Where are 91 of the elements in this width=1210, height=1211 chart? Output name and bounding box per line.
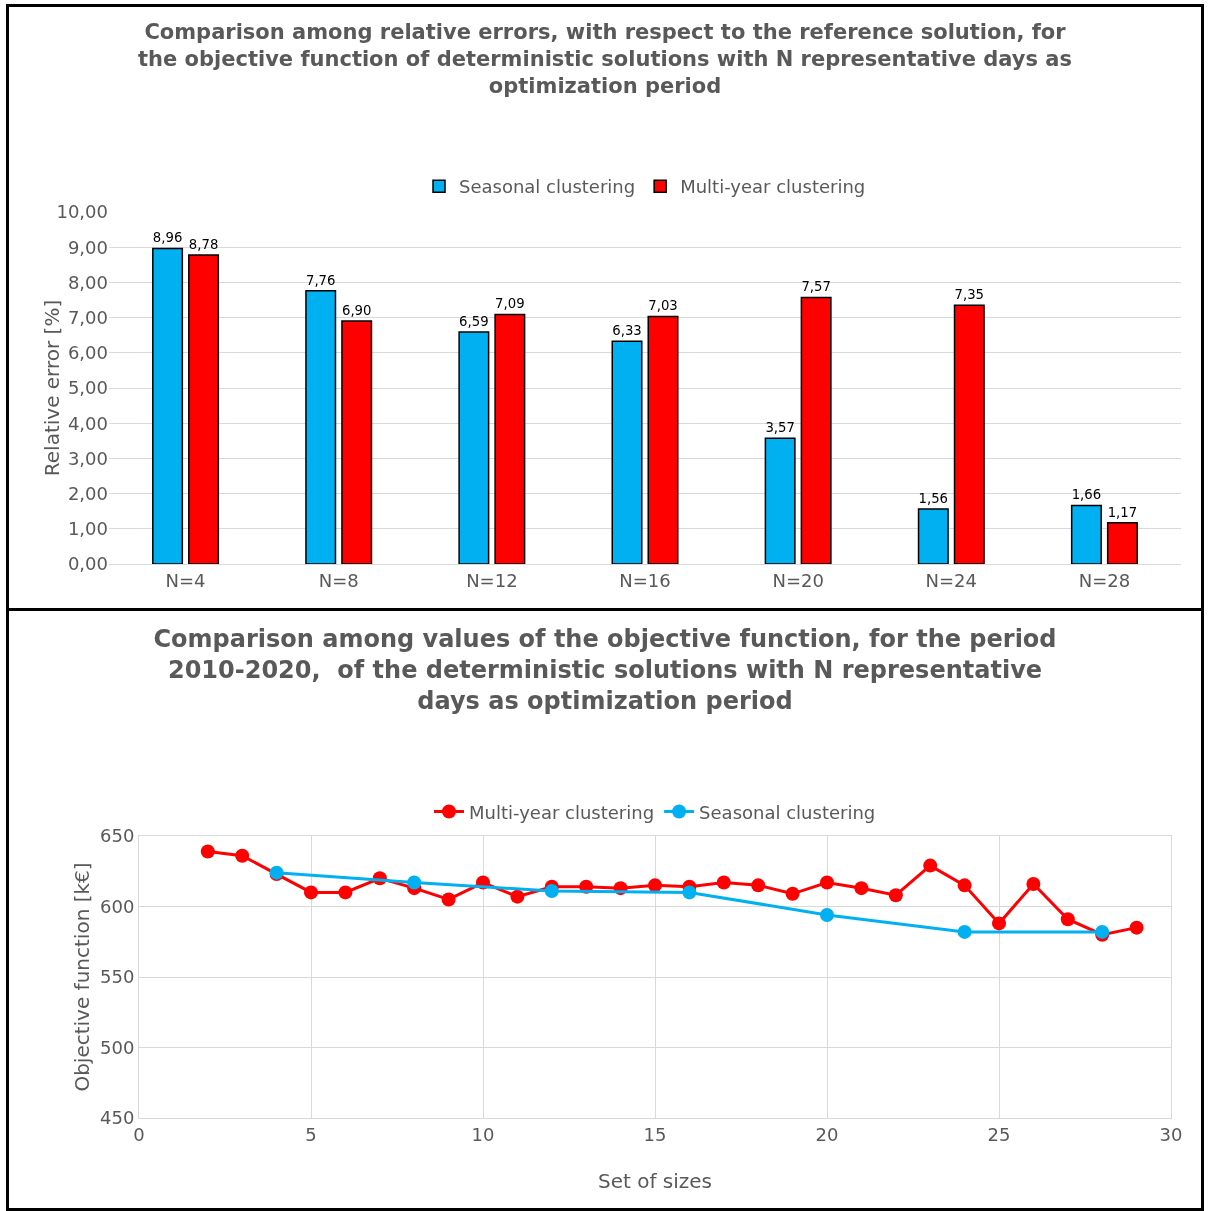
x-tick-label: 5 [305,1123,317,1145]
y-tick-label: 8,00 [67,271,108,293]
bar [494,313,526,564]
bar [953,304,985,564]
data-label: 7,76 [305,272,336,288]
x-tick-label: 25 [987,1123,1011,1145]
y-tick-label: 2,00 [67,482,108,504]
y-tick-label: 500 [100,1036,135,1058]
bar [917,508,949,564]
point [957,878,972,893]
point [648,878,662,893]
data-label: 7,57 [801,279,831,295]
point [785,886,800,901]
point [716,875,731,890]
y-tick-label: 650 [100,825,135,847]
x-tick-label: 15 [643,1123,667,1145]
x-tick-label: 0 [133,1123,145,1145]
y-tick-label: 6,00 [67,342,108,364]
point [682,885,697,900]
y-tick-label: 0,00 [67,553,108,575]
y-tick-label: 450 [100,1107,135,1129]
point [200,844,215,859]
y-axis-title: Objective function [k€] [70,862,94,1092]
x-tick-label: 30 [1159,1123,1183,1145]
y-tick-label: 550 [100,966,135,988]
data-label: 6,59 [459,313,489,329]
x-tick-label: N=24 [925,569,978,591]
bar [152,247,184,564]
point [407,875,422,890]
data-label: 6,33 [612,323,642,339]
bar [341,320,373,564]
x-tick-label: 10 [471,1123,495,1145]
x-tick-label: N=20 [772,569,824,591]
y-axis-title: Relative error [%] [40,299,64,477]
bar [1106,522,1138,564]
data-label: 7,35 [954,287,985,303]
data-label: 1,66 [1071,487,1102,503]
point [923,858,938,873]
data-label: 8,78 [188,236,219,252]
x-tick-label: N=28 [1078,569,1131,591]
bar [611,340,643,564]
point [1129,920,1144,935]
bar [458,331,490,564]
data-label: 7,09 [495,296,525,312]
point [235,848,250,863]
point [544,883,559,898]
data-label: 6,90 [341,303,372,318]
x-tick-label: N=4 [165,569,206,591]
point [1026,876,1041,891]
bar [1070,504,1102,564]
data-label: 1,17 [1107,504,1138,520]
point [957,924,972,939]
x-axis-title: Set of sizes [597,1169,713,1193]
point [441,892,456,907]
point [854,881,869,896]
legend-label: Multi-year clustering [469,801,655,823]
legend-label: Multi-year clustering [680,176,866,198]
chart-title: Comparison among values of the objective function, for the period 2010-2020, of the deterministic solutions with N representative days as optimization period [153,625,1057,716]
data-label: 3,57 [765,420,795,436]
y-tick-label: 600 [100,895,135,917]
y-tick-label: 5,00 [67,377,108,399]
point [888,888,903,903]
y-tick-label: 3,00 [67,447,108,469]
bar [764,437,796,564]
data-label: 7,03 [648,298,678,314]
legend-label: Seasonal clustering [459,176,636,198]
x-tick-label: N=16 [619,569,671,591]
bar [188,254,220,564]
bar [800,296,832,564]
legend-label: Seasonal clustering [699,801,876,823]
y-tick-label: 4,00 [67,412,108,434]
data-label: 1,56 [918,490,949,506]
bar [305,290,337,564]
chart-title: Comparison among relative errors, with respect to the reference solution, for the objective function of deterministic solutions with N representative days as optimization period [138,19,1072,99]
point [304,885,318,900]
y-tick-label: 9,00 [67,236,108,258]
data-label: 8,96 [152,230,183,246]
point [510,889,525,904]
point [820,907,834,922]
point [992,916,1006,931]
bar [647,315,679,564]
y-tick-label: 1,00 [67,518,108,540]
point [1060,912,1075,927]
x-tick-label: 20 [815,1123,839,1145]
point [338,885,353,900]
x-tick-label: N=12 [466,569,518,591]
point [820,875,834,890]
y-tick-label: 7,00 [67,306,108,328]
y-tick-label: 10,00 [56,201,108,223]
x-tick-label: N=8 [318,569,359,591]
point [751,878,766,893]
